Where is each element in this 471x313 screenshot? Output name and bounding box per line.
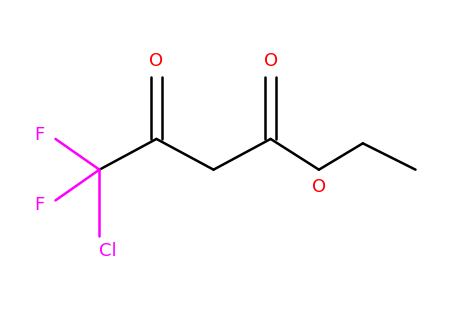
Text: O: O [312, 178, 326, 197]
Text: Cl: Cl [99, 242, 117, 260]
Text: F: F [34, 126, 44, 144]
Text: O: O [149, 52, 163, 69]
Text: O: O [264, 52, 278, 69]
Text: F: F [34, 196, 44, 214]
